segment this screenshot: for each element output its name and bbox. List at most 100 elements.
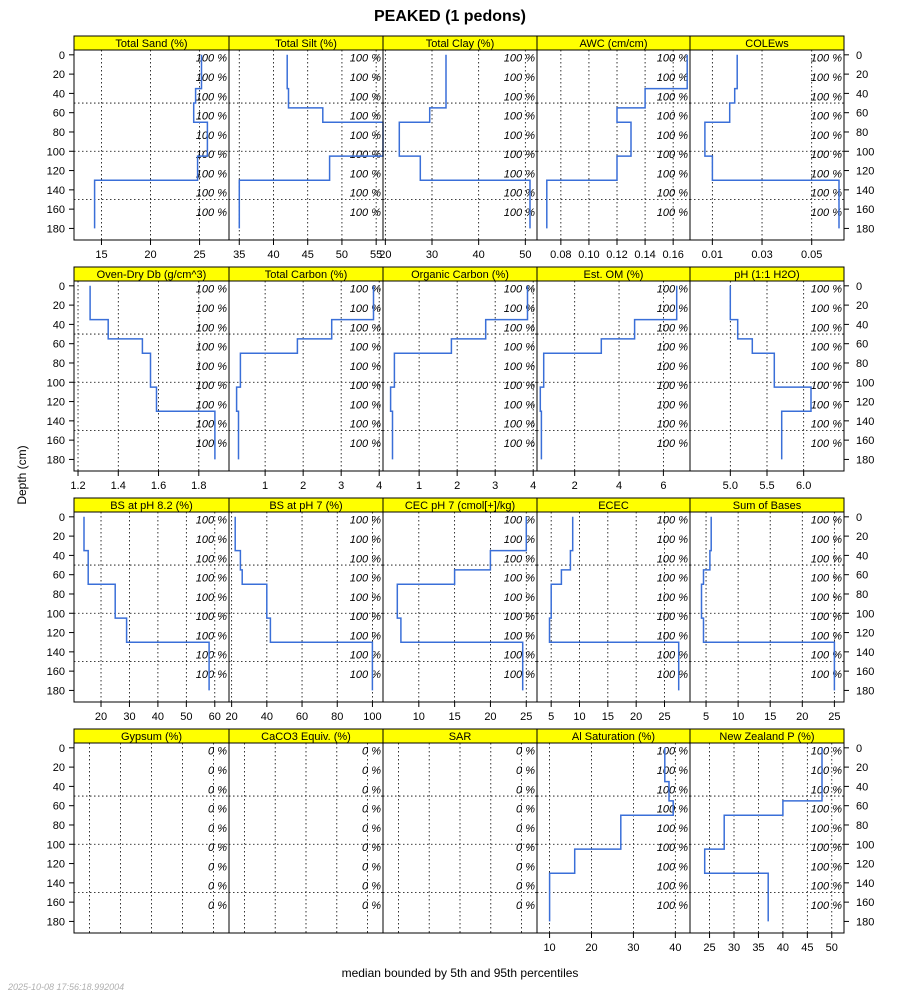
pct-label: 100 % [657,823,688,835]
strip-label-oven-dry-db-g-cm-3: Oven-Dry Db (g/cm^3) [97,269,207,281]
pct-label: 100 % [657,534,688,546]
x-tick-label: 100 [363,711,381,723]
profile-line-total-silt [238,54,384,229]
pct-label: 100 % [350,399,381,411]
pct-label: 0 % [362,861,381,873]
strip-label-sar: SAR [449,731,472,743]
pct-label: 100 % [811,284,842,296]
x-tick-label: 0.01 [702,249,723,261]
depth-tick-label-left: 20 [53,531,65,543]
pct-label: 100 % [196,573,227,585]
x-tick-label: 1 [262,480,268,492]
x-tick-label: 25 [520,711,532,723]
pct-label: 100 % [504,207,535,219]
depth-tick-label-left: 100 [47,839,65,851]
depth-tick-label-left: 0 [59,50,65,62]
depth-tick-label-left: 40 [53,781,65,793]
strip-label-ph-1-1-h2o: pH (1:1 H2O) [734,269,799,281]
pct-label: 100 % [811,881,842,893]
pct-label: 100 % [657,842,688,854]
depth-tick-label-left: 100 [47,377,65,389]
pct-label: 100 % [811,669,842,681]
pct-label: 100 % [657,669,688,681]
pct-label: 100 % [657,515,688,527]
pct-label: 100 % [657,72,688,84]
pct-label: 100 % [350,553,381,565]
x-tick-label: 3 [338,480,344,492]
pct-label: 100 % [811,168,842,180]
depth-tick-label-right: 0 [856,281,862,293]
pct-label: 100 % [196,284,227,296]
x-tick-label: 40 [267,249,279,261]
strip-label-caco3-equiv: CaCO3 Equiv. (%) [261,731,351,743]
profile-line-cec-ph-7-cmol-kg [396,516,528,691]
pct-label: 0 % [208,804,227,816]
pct-label: 100 % [811,91,842,103]
profile-line-bs-at-ph-8-2 [83,516,210,691]
pct-label: 100 % [504,72,535,84]
depth-tick-label-right: 180 [856,916,874,928]
pct-label: 100 % [504,342,535,354]
pct-label: 100 % [196,515,227,527]
pct-label: 100 % [811,861,842,873]
x-tick-label: 0.08 [550,249,571,261]
x-tick-label: 3 [492,480,498,492]
pct-label: 100 % [350,322,381,334]
pct-label: 100 % [657,611,688,623]
pct-label: 100 % [657,900,688,912]
pct-label: 100 % [350,188,381,200]
pct-label: 100 % [350,669,381,681]
depth-tick-label-right: 100 [856,839,874,851]
depth-tick-label-left: 120 [47,397,65,409]
pct-label: 100 % [811,53,842,65]
profile-line-est-om [539,285,678,460]
pct-label: 0 % [208,765,227,777]
depth-tick-label-left: 20 [53,69,65,81]
x-tick-label: 5.0 [723,480,738,492]
depth-tick-label-left: 160 [47,897,65,909]
depth-tick-label-right: 20 [856,69,868,81]
pct-label: 100 % [196,72,227,84]
x-tick-label: 30 [627,942,639,954]
depth-tick-label-left: 0 [59,512,65,524]
pct-label: 100 % [504,573,535,585]
pct-label: 0 % [208,746,227,758]
pct-label: 100 % [811,72,842,84]
pct-label: 100 % [657,399,688,411]
pct-label: 0 % [516,881,535,893]
depth-tick-label-left: 140 [47,878,65,890]
x-tick-label: 80 [331,711,343,723]
depth-tick-label-right: 0 [856,512,862,524]
pct-label: 100 % [196,168,227,180]
depth-tick-label-left: 160 [47,666,65,678]
pct-label: 100 % [811,804,842,816]
depth-tick-label-left: 140 [47,647,65,659]
x-tick-label: 40 [261,711,273,723]
depth-tick-label-left: 20 [53,762,65,774]
pct-label: 100 % [657,322,688,334]
strip-label-bs-at-ph-7: BS at pH 7 (%) [269,500,342,512]
depth-tick-label-left: 60 [53,570,65,582]
x-tick-label: 20 [95,711,107,723]
depth-tick-label-right: 60 [856,339,868,351]
pct-label: 100 % [504,284,535,296]
pct-label: 100 % [811,765,842,777]
depth-tick-label-left: 40 [53,319,65,331]
pct-label: 100 % [811,188,842,200]
pct-label: 100 % [350,438,381,450]
pct-label: 100 % [811,438,842,450]
depth-tick-label-left: 40 [53,550,65,562]
pct-label: 100 % [350,534,381,546]
pct-label: 100 % [350,515,381,527]
pct-label: 100 % [196,419,227,431]
x-tick-label: 50 [336,249,348,261]
x-tick-label: 6 [660,480,666,492]
pct-label: 100 % [811,611,842,623]
pct-label: 100 % [196,111,227,123]
x-tick-label: 6.0 [796,480,811,492]
x-tick-label: 1.2 [70,480,85,492]
pct-label: 100 % [504,419,535,431]
profile-line-oven-dry-db-g-cm-3 [89,285,216,460]
depth-tick-label-right: 40 [856,550,868,562]
x-tick-label: 40 [669,942,681,954]
